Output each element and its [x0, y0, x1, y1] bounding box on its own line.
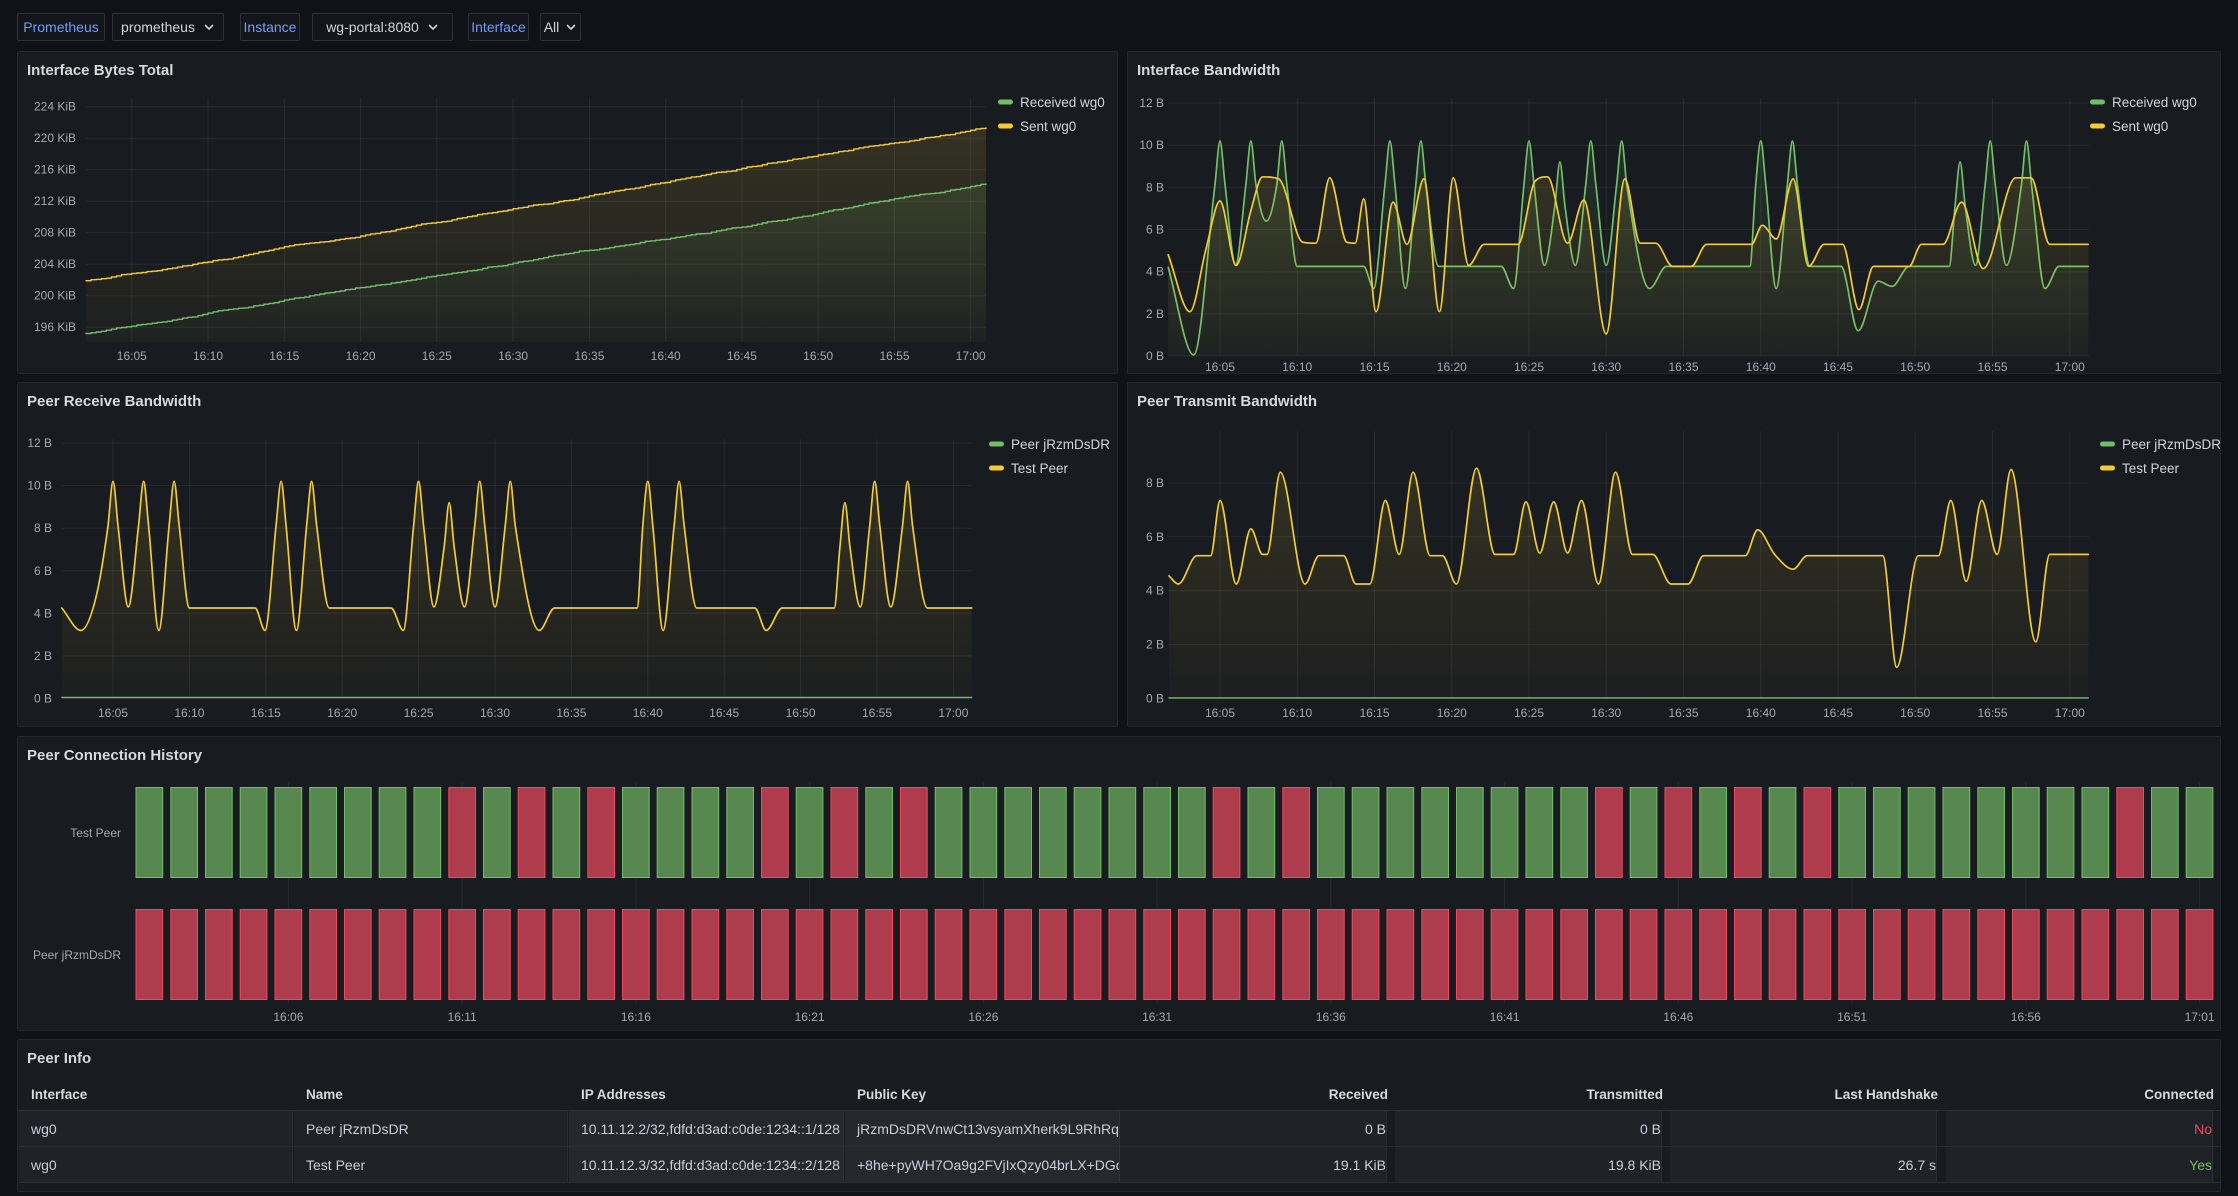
svg-text:Test Peer: Test Peer — [2122, 461, 2180, 476]
svg-text:0 B: 0 B — [1146, 349, 1164, 363]
svg-text:Test Peer: Test Peer — [70, 826, 121, 840]
svg-text:16:50: 16:50 — [1900, 360, 1930, 374]
svg-text:Test Peer: Test Peer — [1011, 461, 1069, 476]
svg-text:17:00: 17:00 — [2055, 706, 2085, 720]
svg-text:16:05: 16:05 — [117, 349, 147, 363]
svg-text:220 KiB: 220 KiB — [34, 131, 76, 145]
svg-text:16:11: 16:11 — [448, 1010, 477, 1024]
svg-text:16:10: 16:10 — [1282, 706, 1312, 720]
svg-text:16:25: 16:25 — [422, 349, 452, 363]
svg-text:16:35: 16:35 — [574, 349, 604, 363]
svg-text:10 B: 10 B — [27, 479, 52, 493]
svg-text:16:20: 16:20 — [1437, 706, 1467, 720]
svg-text:16:25: 16:25 — [1514, 360, 1544, 374]
svg-text:16:35: 16:35 — [1668, 706, 1698, 720]
svg-text:12 B: 12 B — [1139, 96, 1164, 110]
svg-text:16:20: 16:20 — [346, 349, 376, 363]
svg-text:16:35: 16:35 — [556, 706, 586, 720]
svg-text:216 KiB: 216 KiB — [34, 163, 76, 177]
svg-text:16:05: 16:05 — [1205, 360, 1235, 374]
svg-text:16:45: 16:45 — [709, 706, 739, 720]
svg-text:16:45: 16:45 — [1823, 360, 1853, 374]
svg-text:16:10: 16:10 — [1282, 360, 1312, 374]
svg-text:Sent wg0: Sent wg0 — [2112, 119, 2168, 134]
svg-text:16:30: 16:30 — [1591, 360, 1621, 374]
svg-text:Sent wg0: Sent wg0 — [1020, 119, 1076, 134]
svg-text:208 KiB: 208 KiB — [34, 226, 76, 240]
svg-text:16:36: 16:36 — [1316, 1010, 1346, 1024]
svg-text:2 B: 2 B — [1146, 307, 1164, 321]
svg-text:16:30: 16:30 — [498, 349, 528, 363]
svg-text:16:15: 16:15 — [1359, 360, 1389, 374]
svg-text:16:30: 16:30 — [480, 706, 510, 720]
svg-text:16:35: 16:35 — [1668, 360, 1698, 374]
svg-text:16:55: 16:55 — [879, 349, 909, 363]
svg-text:12 B: 12 B — [27, 436, 52, 450]
svg-text:8 B: 8 B — [34, 521, 52, 535]
svg-text:6 B: 6 B — [34, 564, 52, 578]
svg-text:16:55: 16:55 — [1977, 706, 2007, 720]
svg-text:16:30: 16:30 — [1591, 706, 1621, 720]
svg-text:10 B: 10 B — [1139, 138, 1164, 152]
svg-text:16:10: 16:10 — [193, 349, 223, 363]
svg-text:224 KiB: 224 KiB — [34, 100, 76, 114]
svg-text:196 KiB: 196 KiB — [34, 320, 76, 334]
svg-text:Peer jRzmDsDR: Peer jRzmDsDR — [2122, 437, 2221, 452]
svg-text:16:10: 16:10 — [174, 706, 204, 720]
svg-text:17:00: 17:00 — [2055, 360, 2085, 374]
svg-text:Received wg0: Received wg0 — [1020, 95, 1105, 110]
svg-text:17:00: 17:00 — [956, 349, 986, 363]
svg-text:16:46: 16:46 — [1663, 1010, 1693, 1024]
svg-text:212 KiB: 212 KiB — [34, 194, 76, 208]
svg-text:16:40: 16:40 — [633, 706, 663, 720]
svg-text:16:15: 16:15 — [251, 706, 281, 720]
svg-text:8 B: 8 B — [1146, 180, 1164, 194]
svg-text:16:50: 16:50 — [803, 349, 833, 363]
svg-text:8 B: 8 B — [1146, 476, 1164, 490]
svg-text:16:06: 16:06 — [273, 1010, 303, 1024]
svg-text:200 KiB: 200 KiB — [34, 289, 76, 303]
svg-text:4 B: 4 B — [1146, 265, 1164, 279]
svg-text:4 B: 4 B — [1146, 584, 1164, 598]
svg-text:204 KiB: 204 KiB — [34, 257, 76, 271]
svg-text:2 B: 2 B — [34, 649, 52, 663]
svg-text:16:40: 16:40 — [1746, 360, 1776, 374]
svg-text:Received wg0: Received wg0 — [2112, 95, 2197, 110]
svg-text:16:45: 16:45 — [1823, 706, 1853, 720]
svg-text:16:50: 16:50 — [1900, 706, 1930, 720]
svg-text:Peer jRzmDsDR: Peer jRzmDsDR — [33, 948, 121, 962]
svg-text:16:40: 16:40 — [1746, 706, 1776, 720]
svg-text:16:20: 16:20 — [1437, 360, 1467, 374]
svg-text:0 B: 0 B — [1146, 691, 1164, 705]
svg-text:16:31: 16:31 — [1142, 1010, 1172, 1024]
svg-text:16:26: 16:26 — [968, 1010, 998, 1024]
svg-text:16:05: 16:05 — [98, 706, 128, 720]
svg-text:17:01: 17:01 — [2185, 1010, 2215, 1024]
svg-text:2 B: 2 B — [1146, 638, 1164, 652]
svg-text:16:55: 16:55 — [1977, 360, 2007, 374]
svg-text:16:50: 16:50 — [786, 706, 816, 720]
svg-text:16:21: 16:21 — [795, 1010, 825, 1024]
svg-text:16:15: 16:15 — [1359, 706, 1389, 720]
svg-text:Peer jRzmDsDR: Peer jRzmDsDR — [1011, 437, 1110, 452]
svg-text:6 B: 6 B — [1146, 223, 1164, 237]
svg-text:16:25: 16:25 — [1514, 706, 1544, 720]
svg-text:16:45: 16:45 — [727, 349, 757, 363]
svg-text:16:55: 16:55 — [862, 706, 892, 720]
svg-text:16:15: 16:15 — [269, 349, 299, 363]
svg-text:16:16: 16:16 — [621, 1010, 651, 1024]
svg-text:16:51: 16:51 — [1837, 1010, 1867, 1024]
svg-text:16:56: 16:56 — [2011, 1010, 2041, 1024]
svg-text:17:00: 17:00 — [938, 706, 968, 720]
svg-text:16:40: 16:40 — [651, 349, 681, 363]
svg-text:4 B: 4 B — [34, 606, 52, 620]
svg-text:16:41: 16:41 — [1490, 1010, 1520, 1024]
svg-text:16:25: 16:25 — [404, 706, 434, 720]
svg-text:16:20: 16:20 — [327, 706, 357, 720]
svg-text:0 B: 0 B — [34, 692, 52, 706]
svg-text:6 B: 6 B — [1146, 530, 1164, 544]
svg-text:16:05: 16:05 — [1205, 706, 1235, 720]
